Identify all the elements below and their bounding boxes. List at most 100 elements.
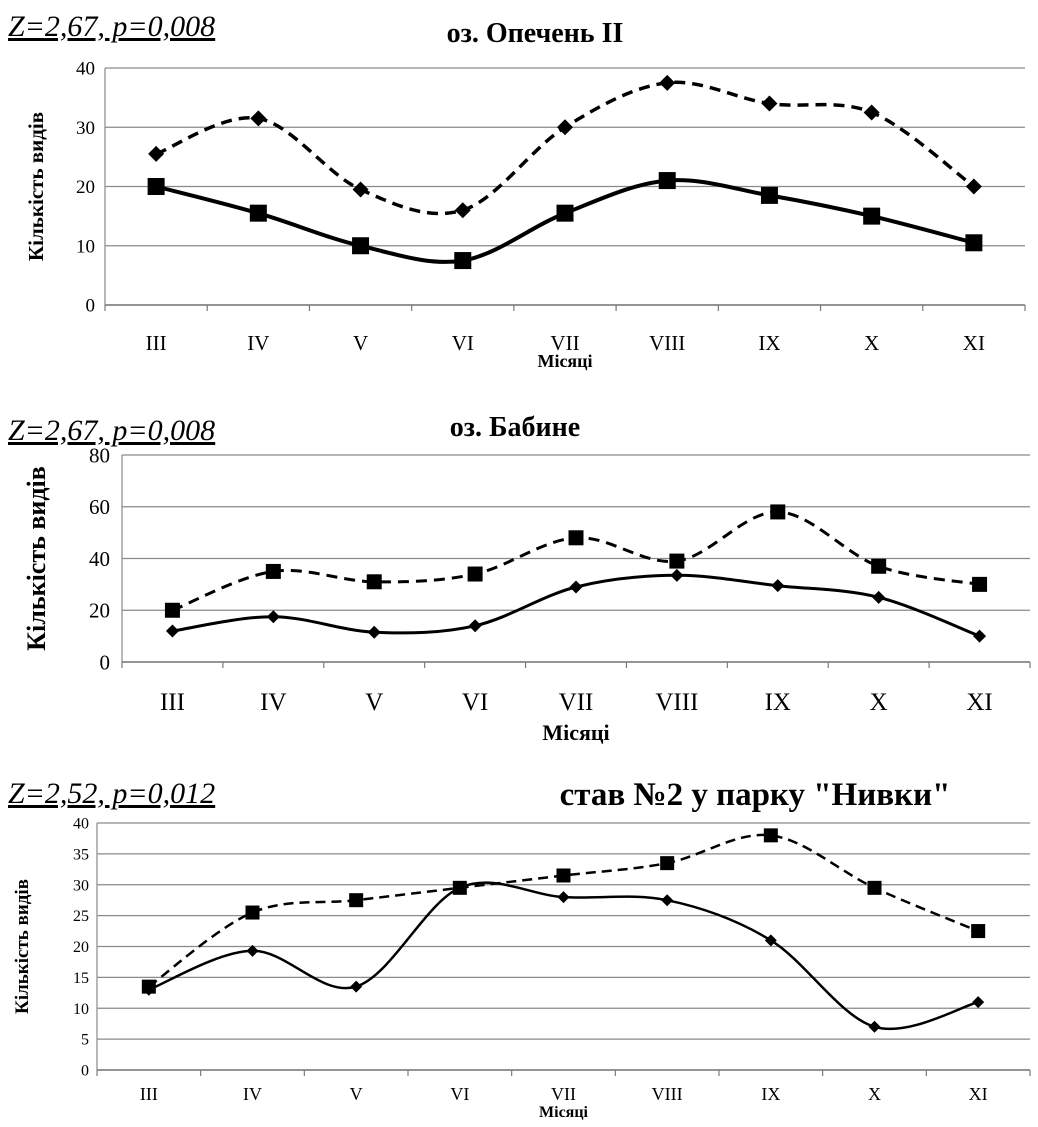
data-point-diamond — [868, 1020, 881, 1033]
series-solid — [147, 172, 983, 270]
data-point-square — [669, 553, 685, 569]
x-tick-label: V — [365, 689, 383, 716]
data-point-diamond — [965, 178, 982, 195]
x-tick-label: VI — [452, 331, 474, 355]
x-axis-label: Місяці — [539, 1104, 589, 1121]
data-point-diamond — [453, 881, 466, 894]
y-tick-label: 0 — [86, 296, 96, 317]
x-tick-label: VIII — [652, 1084, 683, 1104]
x-axis-label: Місяці — [537, 351, 592, 371]
data-point-square — [965, 234, 983, 252]
data-point-diamond — [352, 181, 369, 198]
series-line — [148, 833, 979, 988]
x-tick-label: XI — [966, 689, 992, 716]
stat-annotation: Z=2,67, p=0,008 — [8, 10, 215, 43]
data-point-square — [568, 530, 584, 546]
y-tick-label: 0 — [81, 1063, 89, 1080]
y-tick-label: 25 — [73, 908, 89, 925]
x-tick-label: III — [160, 689, 185, 716]
data-point-square — [352, 237, 370, 255]
data-point-diamond — [569, 580, 583, 594]
series-line — [155, 80, 975, 216]
data-point-diamond — [973, 629, 987, 643]
y-tick-label: 15 — [73, 970, 89, 987]
series-line — [171, 510, 980, 612]
data-point-square — [770, 504, 786, 520]
data-point-diamond — [454, 202, 471, 219]
data-point-diamond — [557, 891, 570, 904]
data-point-diamond — [863, 104, 880, 121]
data-point-square — [971, 924, 986, 939]
data-point-square — [454, 252, 472, 270]
y-axis-label: Кількість видів — [12, 879, 33, 1014]
y-tick-label: 30 — [76, 118, 95, 139]
series-dashed — [164, 504, 988, 618]
data-point-diamond — [771, 579, 785, 593]
data-point-square — [556, 868, 571, 883]
x-tick-label: III — [146, 331, 167, 355]
data-point-square — [760, 186, 778, 204]
data-point-diamond — [972, 996, 985, 1009]
data-point-square — [867, 880, 882, 895]
x-tick-label: VIII — [655, 689, 698, 716]
series-solid — [165, 568, 987, 643]
data-point-diamond — [367, 625, 381, 639]
stat-annotation: Z=2,52, p=0,012 — [8, 777, 215, 810]
data-point-diamond — [148, 145, 165, 162]
chart-title: оз. Опечень ІІ — [447, 18, 624, 49]
data-point-square — [147, 178, 165, 195]
x-tick-label: VII — [550, 331, 579, 355]
data-point-diamond — [764, 934, 777, 947]
x-tick-label: IV — [260, 689, 286, 716]
x-tick-label: VIII — [649, 331, 685, 355]
series-dashed — [148, 74, 982, 219]
data-point-diamond — [557, 119, 573, 136]
y-tick-label: 35 — [73, 846, 89, 863]
data-point-square — [763, 828, 778, 843]
x-tick-label: X — [868, 1084, 881, 1104]
x-tick-label: XI — [969, 1084, 988, 1104]
data-point-diamond — [266, 610, 280, 624]
x-tick-label: VI — [450, 1084, 469, 1104]
y-tick-label: 80 — [89, 443, 110, 467]
data-point-diamond — [761, 95, 778, 112]
x-tick-label: V — [353, 331, 368, 355]
y-tick-label: 10 — [73, 1001, 89, 1018]
data-point-diamond — [661, 894, 674, 907]
data-point-square — [366, 574, 382, 590]
y-axis-label: Кількість видів — [22, 466, 51, 651]
y-tick-label: 60 — [89, 495, 110, 519]
x-tick-label: IX — [765, 689, 791, 716]
data-point-square — [863, 207, 881, 225]
data-point-square — [972, 576, 988, 592]
x-axis-label: Місяці — [542, 720, 609, 745]
y-tick-label: 20 — [73, 939, 89, 956]
chart-1: Z=2,67, p=0,008 оз. Опечень ІІ 0 10 20 30 40 II… — [8, 10, 1026, 371]
x-tick-label: III — [140, 1084, 158, 1104]
x-tick-label: V — [350, 1084, 363, 1104]
data-point-square — [164, 602, 180, 618]
x-tick-label: IV — [247, 331, 269, 355]
y-tick-label: 20 — [76, 177, 95, 198]
data-point-diamond — [659, 74, 676, 91]
y-tick-label: 10 — [76, 236, 95, 257]
data-point-square — [349, 893, 364, 908]
chart-title: став №2 у парку "Нивки" — [560, 777, 951, 813]
y-tick-label: 5 — [81, 1032, 89, 1049]
data-point-square — [265, 563, 281, 579]
data-point-square — [556, 204, 574, 222]
x-tick-label: IV — [243, 1084, 262, 1104]
y-tick-label: 40 — [89, 547, 110, 571]
x-tick-label: IX — [761, 1084, 780, 1104]
x-tick-label: X — [864, 331, 879, 355]
stat-annotation: Z=2,67, p=0,008 — [8, 414, 215, 447]
data-point-square — [658, 172, 676, 190]
chart-title: оз. Бабине — [450, 412, 580, 443]
data-point-diamond — [350, 980, 363, 993]
series-solid — [142, 881, 985, 1033]
y-tick-label: 20 — [89, 599, 110, 623]
series-dashed — [141, 828, 986, 994]
x-tick-label: VII — [559, 689, 594, 716]
data-point-square — [245, 905, 260, 920]
